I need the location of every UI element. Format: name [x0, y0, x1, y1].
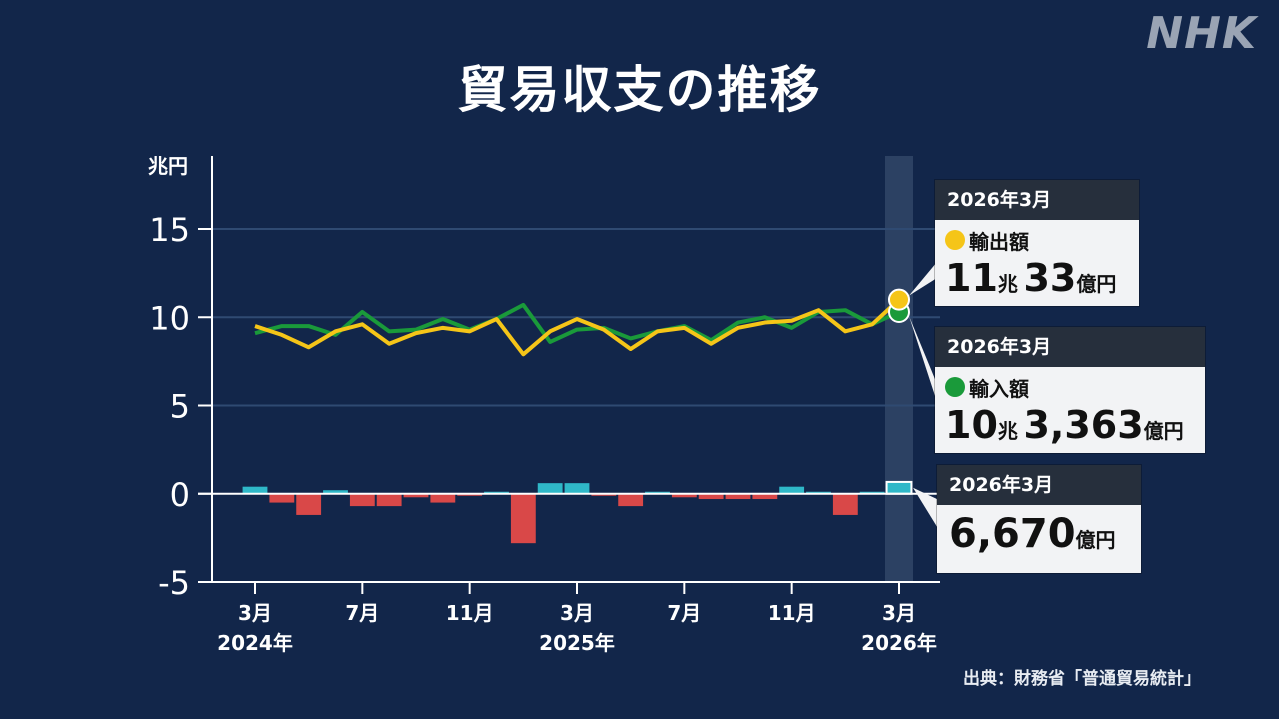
balance-unit: 億円 — [1075, 528, 1116, 552]
export-callout: 2026年3月 輸出額 11兆 33億円 — [935, 180, 1139, 306]
export-connector — [909, 262, 937, 296]
balance-bar — [430, 493, 456, 503]
export-amount-oku: 33 — [1023, 256, 1077, 300]
y-tick-label: 15 — [149, 211, 190, 249]
balance-bar — [269, 493, 295, 503]
export-label: 輸出額 — [969, 229, 1029, 254]
y-axis-unit: 兆円 — [148, 154, 188, 178]
axes — [198, 156, 940, 583]
export-unit-cho: 兆 — [997, 272, 1018, 296]
y-tick-label: 0 — [170, 476, 190, 514]
import-unit-oku: 億円 — [1143, 419, 1184, 443]
balance-bar — [725, 493, 751, 500]
balance-callout-date: 2026年3月 — [937, 465, 1141, 505]
x-tick-month: 3月 — [238, 601, 272, 625]
import-unit-cho: 兆 — [997, 419, 1018, 443]
import-dot-icon — [945, 377, 965, 397]
balance-bar — [618, 493, 644, 507]
balance-bars — [242, 480, 913, 544]
import-amount-oku: 3,363 — [1023, 403, 1144, 447]
balance-bar — [885, 480, 913, 495]
balance-bar — [779, 486, 805, 494]
x-tick-year: 2026年 — [861, 631, 937, 655]
balance-bar — [698, 493, 724, 500]
balance-bar — [510, 493, 536, 544]
latest-month-highlight — [885, 156, 913, 582]
grid-lines — [198, 228, 940, 583]
balance-bar — [349, 493, 375, 507]
import-amount-cho: 10 — [945, 403, 998, 447]
balance-bar — [537, 483, 563, 494]
balance-bar — [671, 493, 697, 498]
balance-amount: 6,670 — [949, 511, 1076, 557]
balance-bar — [832, 493, 858, 515]
y-tick-label: 5 — [170, 388, 190, 426]
export-dot-icon — [945, 230, 965, 250]
balance-bar — [403, 493, 429, 498]
import-label: 輸入額 — [969, 376, 1029, 401]
balance-bar — [376, 493, 402, 507]
balance-bar — [242, 486, 268, 494]
page-title: 貿易収支の推移 — [457, 61, 822, 119]
x-tick-month: 11月 — [446, 601, 494, 625]
balance-callout: 2026年3月 6,670億円 — [937, 465, 1141, 573]
series-line-export — [254, 298, 901, 357]
x-tick-year: 2024年 — [217, 631, 293, 655]
balance-connector — [913, 487, 939, 530]
balance-bar — [752, 493, 778, 500]
balance-bar — [296, 493, 322, 515]
y-tick-labels: -5 0 5 10 15 — [149, 211, 190, 602]
series-lines — [254, 288, 910, 357]
export-unit-oku: 億円 — [1076, 272, 1117, 296]
y-tick-label: 10 — [149, 299, 190, 337]
export-endpoint — [888, 288, 910, 311]
y-tick-label: -5 — [158, 564, 190, 602]
x-tick-year: 2025年 — [539, 631, 615, 655]
x-tick-labels: 3月 2024年 7月 11月 3月 2025年 7月 11月 3月 2026年 — [217, 582, 937, 655]
export-amount-cho: 11 — [945, 256, 998, 300]
source-note: 出典：財務省「普通貿易統計」 — [963, 669, 1201, 689]
x-tick-month: 7月 — [667, 601, 701, 625]
x-tick-month: 11月 — [768, 601, 816, 625]
balance-bar — [323, 490, 348, 494]
x-tick-month: 3月 — [560, 601, 594, 625]
series-line-import — [254, 302, 900, 344]
import-callout: 2026年3月 輸入額 10兆 3,363億円 — [935, 327, 1205, 453]
export-callout-date: 2026年3月 — [935, 180, 1139, 220]
nhk-logo: NHK — [1146, 8, 1257, 59]
import-connector — [909, 315, 937, 402]
callout-connectors — [909, 262, 939, 530]
import-callout-date: 2026年3月 — [935, 327, 1205, 367]
x-tick-month: 3月 — [882, 601, 916, 625]
balance-bar — [564, 483, 590, 494]
x-tick-month: 7月 — [345, 601, 379, 625]
